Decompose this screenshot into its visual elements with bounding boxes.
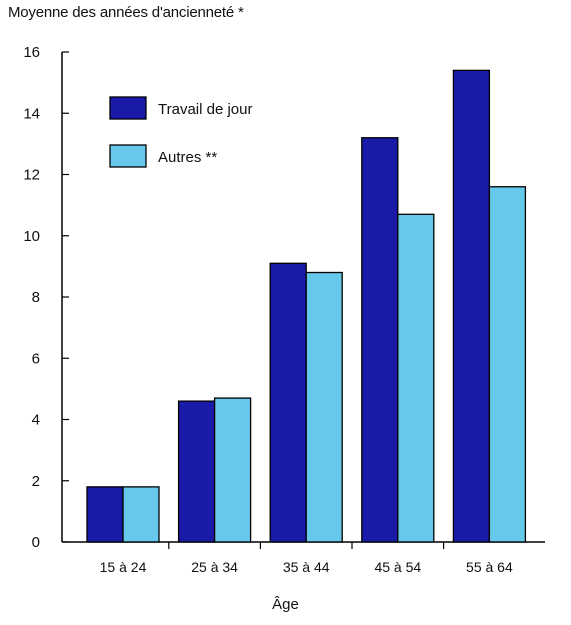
bar-autres — [122, 486, 160, 543]
y-tick-label: 2 — [32, 473, 40, 490]
bar-travail-de-jour — [269, 262, 307, 543]
bar-travail-de-jour — [452, 69, 491, 543]
y-tick-label: 14 — [23, 105, 40, 122]
legend-label: Travail de jour — [158, 101, 252, 118]
bar-autres — [213, 397, 252, 543]
bar-autres — [397, 213, 435, 543]
y-tick-label: 16 — [23, 44, 40, 61]
x-tick-label: 15 à 24 — [100, 559, 147, 575]
y-tick-label: 12 — [23, 167, 40, 184]
x-axis-title: Âge — [272, 596, 299, 613]
y-tick-label: 8 — [32, 289, 40, 306]
x-tick-label: 45 à 54 — [374, 559, 421, 575]
bar-travail-de-jour — [177, 400, 216, 543]
y-tick-label: 10 — [23, 228, 40, 245]
bar-autres — [488, 186, 527, 543]
bar-travail-de-jour — [86, 486, 124, 543]
legend-swatch — [109, 144, 147, 168]
x-tick-label: 25 à 34 — [191, 559, 238, 575]
x-tick-label: 35 à 44 — [283, 559, 330, 575]
x-ticks: 15 à 24 25 à 34 35 à 44 45 à 54 55 à 64 — [100, 542, 513, 575]
x-tick-label: 55 à 64 — [466, 559, 513, 575]
y-tick-label: 0 — [32, 534, 40, 551]
legend: Travail de jour Autres ** — [109, 96, 252, 168]
y-tick-label: 6 — [32, 350, 40, 367]
y-axis-title: Moyenne des années d'ancienneté * — [8, 4, 244, 21]
y-ticks: 0 2 4 6 8 10 12 14 16 — [23, 44, 69, 551]
bar-travail-de-jour — [361, 137, 399, 543]
y-tick-label: 4 — [32, 412, 40, 429]
bar-autres — [305, 271, 343, 543]
bars — [86, 69, 527, 543]
legend-label: Autres ** — [158, 149, 217, 166]
legend-swatch — [109, 96, 147, 120]
